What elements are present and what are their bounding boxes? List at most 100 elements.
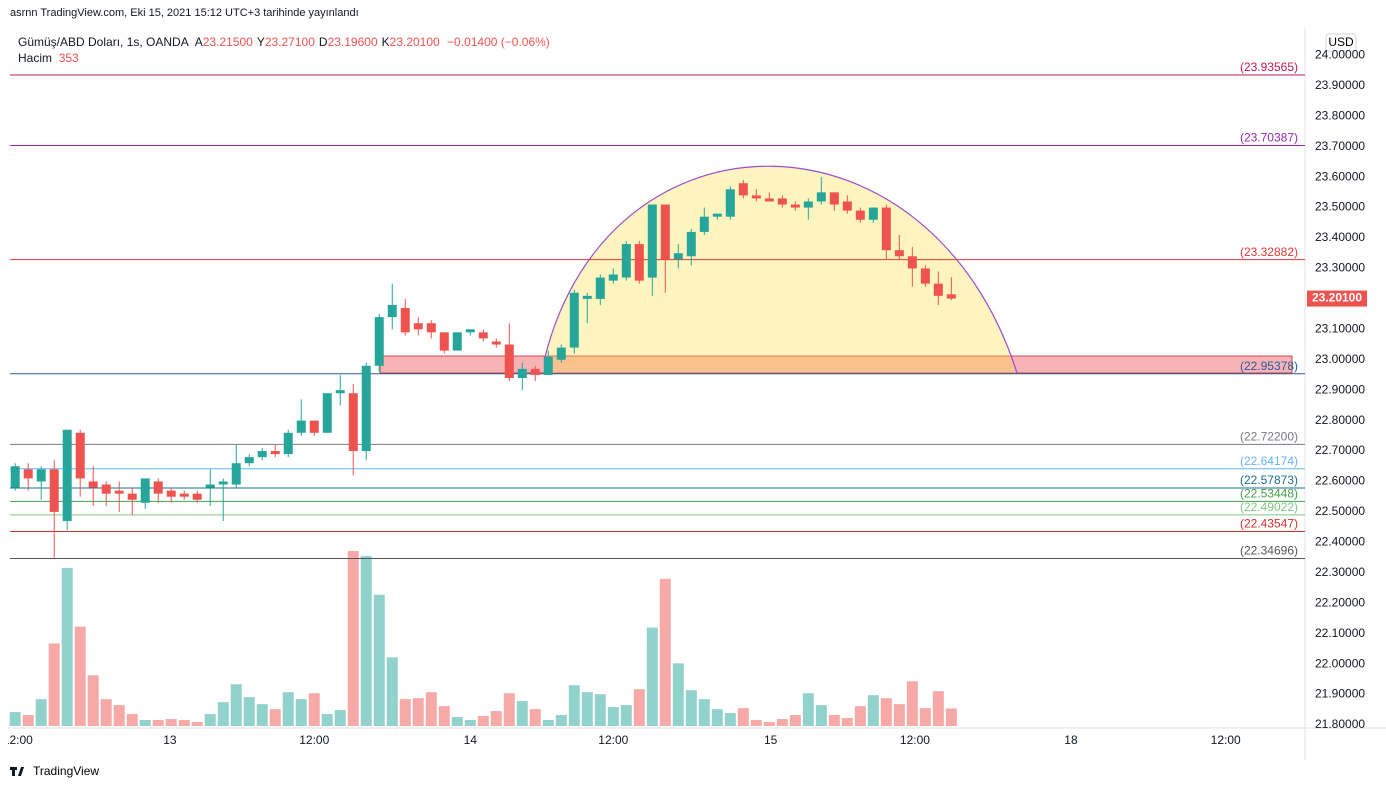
volume-bar bbox=[711, 709, 723, 726]
candle-body bbox=[270, 451, 280, 455]
plot: 12:00 13 12:00 14 12:00 15 12:00 18 12:00 bbox=[3, 74, 1305, 747]
volume-bar bbox=[581, 692, 593, 726]
volume-bar bbox=[165, 719, 177, 726]
logo bbox=[10, 767, 24, 776]
level-label: (22.43547) bbox=[1240, 517, 1298, 531]
candle-body bbox=[309, 420, 319, 433]
volume-bar bbox=[789, 715, 801, 726]
footer: TradingView bbox=[33, 764, 99, 778]
volume-bar bbox=[763, 722, 775, 726]
volume-bar bbox=[152, 720, 164, 726]
candle-body bbox=[413, 323, 423, 330]
candle-body bbox=[764, 198, 774, 202]
currency[interactable]: USD bbox=[1328, 35, 1354, 49]
volume-bar bbox=[243, 697, 255, 726]
volume-bar bbox=[373, 594, 385, 726]
candle-body bbox=[712, 213, 722, 217]
volume-bar bbox=[334, 710, 346, 726]
volume-bar bbox=[74, 626, 86, 726]
candle-body bbox=[140, 478, 150, 503]
candle-body bbox=[166, 490, 176, 497]
candle-body bbox=[23, 469, 33, 479]
candle-body bbox=[127, 493, 137, 500]
volume-bar bbox=[698, 699, 710, 726]
candle-body bbox=[491, 341, 501, 345]
level-label: (22.53448) bbox=[1240, 487, 1298, 501]
x-tick-label: 15 bbox=[764, 733, 778, 747]
level-label: (22.57873) bbox=[1240, 473, 1298, 487]
ohlc-key: D bbox=[318, 35, 328, 49]
candle-body bbox=[660, 204, 670, 260]
y-tick-label: 23.70000 bbox=[1315, 139, 1365, 153]
volume-bar bbox=[399, 699, 411, 726]
volume-bar bbox=[451, 717, 463, 726]
y-tick-label: 23.10000 bbox=[1315, 321, 1365, 335]
volume-bar bbox=[919, 708, 931, 726]
volume-bar bbox=[932, 691, 944, 726]
volume-bar bbox=[269, 709, 281, 726]
y-tick-label: 22.20000 bbox=[1315, 595, 1365, 609]
candle-body bbox=[101, 484, 111, 494]
candle-body bbox=[829, 192, 839, 205]
candle-body bbox=[179, 493, 189, 497]
candle-body bbox=[62, 429, 72, 522]
y-tick-label: 22.60000 bbox=[1315, 474, 1365, 488]
candle-body bbox=[504, 344, 514, 378]
volume-bar bbox=[282, 692, 294, 726]
candle-body bbox=[49, 469, 59, 512]
candle-body bbox=[725, 189, 735, 217]
candle-body bbox=[153, 481, 163, 494]
volume-bar bbox=[503, 693, 515, 726]
volume-bar bbox=[217, 702, 229, 726]
ohlc-value: 23.19600 bbox=[327, 35, 378, 49]
volume-bar bbox=[529, 709, 541, 726]
volume-bar bbox=[815, 705, 827, 726]
y-tick-label: 22.30000 bbox=[1315, 565, 1365, 579]
volume-bar bbox=[321, 714, 333, 726]
candle-body bbox=[374, 317, 384, 366]
published: asrnn TradingView.com, Eki 15, 2021 15:1… bbox=[10, 7, 359, 19]
volume-bar bbox=[672, 663, 684, 726]
level-label: (23.93565) bbox=[1240, 60, 1298, 74]
candle-body bbox=[322, 393, 332, 433]
x-tick-label: 12:00 bbox=[3, 733, 33, 747]
candle-body bbox=[842, 201, 852, 211]
level-label: (22.49022) bbox=[1240, 500, 1298, 514]
volume-bar bbox=[464, 720, 476, 726]
currency-button[interactable] bbox=[1325, 33, 1357, 52]
candle-body bbox=[296, 420, 306, 433]
level-label: (22.72200) bbox=[1240, 430, 1298, 444]
candle-body bbox=[361, 365, 371, 452]
candle-body bbox=[803, 201, 813, 208]
volume-bar bbox=[386, 657, 398, 726]
volume-bar bbox=[516, 701, 528, 726]
ohlc-key: A bbox=[194, 35, 203, 49]
volume-bar bbox=[347, 551, 359, 726]
volume-bar bbox=[776, 719, 788, 726]
volume-bar bbox=[360, 555, 372, 726]
candle-body bbox=[530, 368, 540, 375]
volume-bar bbox=[945, 708, 957, 726]
volume-bar bbox=[48, 643, 60, 726]
volume-bar bbox=[542, 720, 554, 726]
volume-bar bbox=[854, 706, 866, 726]
arc-fill bbox=[545, 166, 1017, 373]
candle-body bbox=[439, 332, 449, 351]
volume-bar bbox=[438, 706, 450, 726]
candle-body bbox=[114, 490, 124, 494]
candle-body bbox=[634, 244, 644, 281]
ohlc-key: K bbox=[381, 35, 390, 49]
ohlc-key: Y bbox=[256, 35, 265, 49]
volume-bar bbox=[724, 713, 736, 726]
candle-body bbox=[790, 204, 800, 208]
candle-body bbox=[699, 216, 709, 232]
volume-bar bbox=[204, 714, 216, 726]
candle-body bbox=[231, 463, 241, 485]
candle-body bbox=[205, 484, 215, 488]
candle-body bbox=[348, 393, 358, 452]
volume-bar bbox=[412, 698, 424, 726]
level-label: (22.64174) bbox=[1240, 454, 1298, 468]
candle-body bbox=[244, 457, 254, 464]
volume-bar bbox=[35, 699, 47, 726]
